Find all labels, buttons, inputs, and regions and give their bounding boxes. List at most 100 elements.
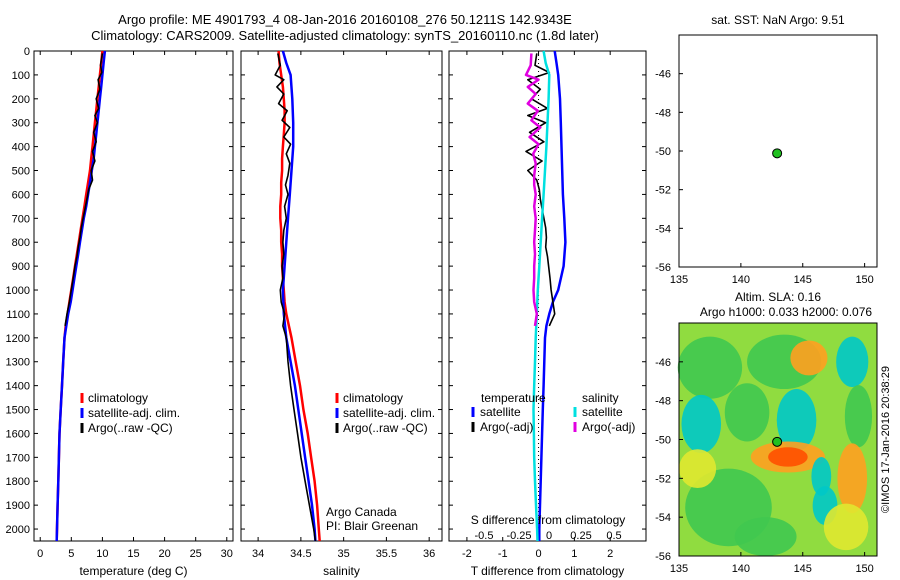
x-tick-label: 0 (535, 548, 541, 560)
y-tick-label: 1000 (6, 285, 30, 297)
map-title: sat. SST: NaN Argo: 9.51 (711, 13, 845, 27)
x-tick-label: 145 (794, 563, 812, 575)
legend-temperature-title: temperature (481, 391, 546, 405)
x-tick-label: 34 (252, 548, 264, 560)
argo-position-marker (772, 436, 783, 447)
legend-label: satellite-adj. clim. (88, 406, 180, 420)
figure-title-line2: Climatology: CARS2009. Satellite-adjuste… (91, 28, 599, 43)
y-tick-label: 0 (24, 46, 30, 58)
y-tick-label: 500 (12, 166, 30, 178)
sla-anomaly (677, 336, 743, 399)
map-title: Argo h1000: 0.033 h2000: 0.076 (700, 305, 872, 319)
x-tick-label: 34.5 (290, 548, 311, 560)
series-argo-line (64, 53, 104, 327)
y-tick-label: -54 (655, 512, 671, 524)
legend-label: climatology (343, 391, 403, 405)
map-title: Altim. SLA: 0.16 (735, 290, 821, 304)
y-tick-label: -52 (655, 473, 671, 485)
sla-anomaly (790, 340, 828, 376)
y-tick-label: -50 (655, 435, 671, 447)
annotation-institution: Argo Canada (326, 505, 397, 519)
x2-tick-label: -0.25 (506, 530, 531, 542)
y-tick-label: 1400 (6, 381, 30, 393)
y-tick-label: 2000 (6, 524, 30, 536)
x-axis-label-salinity: S difference from climatology (471, 513, 626, 527)
x-tick-label: 135 (670, 274, 688, 286)
x-tick-label: 20 (158, 548, 170, 560)
x-axis-label: T difference from climatology (471, 564, 625, 578)
y-tick-label: -46 (655, 357, 671, 369)
legend-label: satellite (582, 405, 623, 419)
sla-anomaly (776, 389, 817, 452)
x-tick-label: 145 (794, 274, 812, 286)
x2-tick-label: 0 (546, 530, 552, 542)
x2-tick-label: 0.25 (570, 530, 591, 542)
panel-temperature: 0100200300400500600700800900100011001200… (6, 46, 234, 578)
y-tick-label: 1300 (6, 357, 30, 369)
y-tick-label: 400 (12, 142, 30, 154)
y-tick-label: -52 (655, 185, 671, 197)
y-tick-label: 800 (12, 237, 30, 249)
y-tick-label: 1500 (6, 405, 30, 417)
y-tick-label: -54 (655, 223, 671, 235)
y-tick-label: -56 (655, 551, 671, 563)
y-tick-label: 1200 (6, 333, 30, 345)
x-tick-label: 10 (96, 548, 108, 560)
x-tick-label: 2 (607, 548, 613, 560)
legend-label: Argo(..raw -QC) (343, 421, 428, 435)
x-tick-label: 1 (571, 548, 577, 560)
series-argo-line (274, 53, 317, 542)
x2-tick-label: -0.5 (475, 530, 494, 542)
legend-label: satellite (480, 405, 521, 419)
legend-label: Argo(-adj) (480, 420, 533, 434)
y-tick-label: 200 (12, 94, 30, 106)
x-tick-label: 35 (338, 548, 350, 560)
y-tick-label: 1900 (6, 500, 30, 512)
x-tick-label: 140 (732, 563, 750, 575)
x2-tick-label: 0.5 (606, 530, 621, 542)
series-satellite-line (55, 50, 107, 542)
sla-anomaly (844, 385, 873, 448)
series-cyan-line (532, 50, 551, 542)
sla-anomaly (836, 336, 869, 388)
panel-sst_map: sat. SST: NaN Argo: 9.51 135 140 145 150 -56 -… (655, 13, 878, 286)
x-tick-label: 5 (68, 548, 74, 560)
legend-salinity-title: salinity (582, 391, 619, 405)
sla-anomaly (768, 447, 808, 467)
y-tick-label: -48 (655, 107, 671, 119)
y-tick-label: -50 (655, 146, 671, 158)
sla-anomaly (734, 517, 797, 556)
plot-frame (240, 50, 443, 542)
y-tick-label: 700 (12, 213, 30, 225)
y-tick-label: 100 (12, 70, 30, 82)
x-tick-label: 150 (855, 563, 873, 575)
sla-anomaly (724, 383, 770, 442)
sla-anomaly (811, 456, 832, 496)
figure-title-line1: Argo profile: ME 4901793_4 08-Jan-2016 2… (118, 12, 572, 27)
y-tick-label: 1700 (6, 452, 30, 464)
y-tick-label: 1600 (6, 428, 30, 440)
y-tick-label: -46 (655, 69, 671, 81)
annotation-pi: PI: Blair Greenan (326, 519, 418, 533)
series-satellite-line (281, 50, 317, 542)
x-tick-label: 150 (855, 274, 873, 286)
x-axis-label: salinity (323, 564, 360, 578)
sla-anomaly (681, 394, 722, 454)
series-magenta-line (524, 53, 542, 327)
y-tick-label: 1100 (6, 309, 30, 321)
legend-label: Argo(..raw -QC) (88, 421, 173, 435)
x-tick-label: -2 (462, 548, 472, 560)
copyright-label: ©IMOS 17-Jan-2016 20:38:29 (880, 366, 892, 513)
x-tick-label: 35.5 (376, 548, 397, 560)
x-tick-label: 15 (127, 548, 139, 560)
y-tick-label: 300 (12, 118, 30, 130)
legend-label: Argo(-adj) (582, 420, 635, 434)
x-tick-label: 36 (423, 548, 435, 560)
sla-anomaly (679, 449, 717, 489)
panel-salinity: 34 34.5 35 35.5 36 salinity climatologysatelli… (240, 50, 443, 578)
x-tick-label: -1 (498, 548, 508, 560)
legend-label: climatology (88, 391, 148, 405)
x-tick-label: 140 (732, 274, 750, 286)
